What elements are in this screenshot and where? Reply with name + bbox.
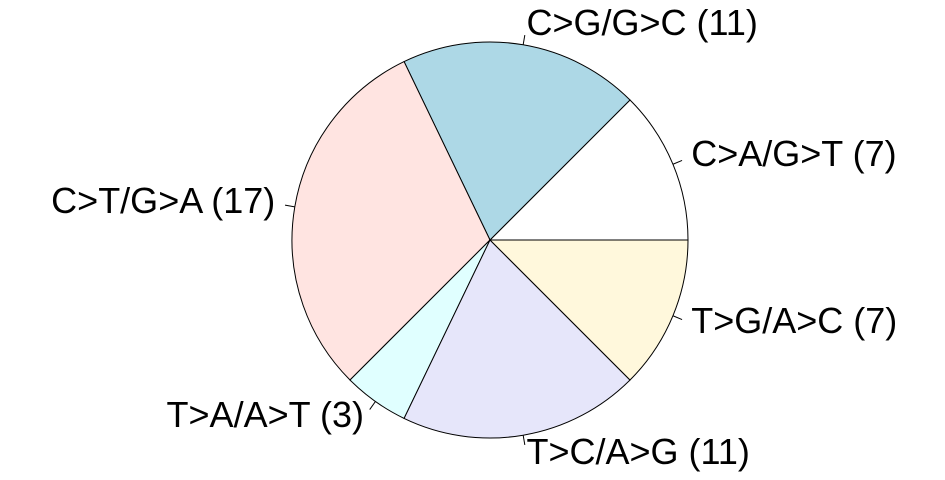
pie-slice xyxy=(488,239,689,381)
pie-slice xyxy=(403,41,631,241)
slice-label: C>T/G>A (17) xyxy=(51,180,275,221)
label-tick xyxy=(284,204,295,208)
label-tick xyxy=(369,401,376,410)
label-tick xyxy=(672,315,683,321)
slice-label: T>C/A>G (11) xyxy=(526,431,749,472)
pie-slice xyxy=(403,239,631,439)
slice-label: T>A/A>T (3) xyxy=(167,394,364,435)
label-tick xyxy=(672,159,683,165)
pie-slice xyxy=(291,60,491,381)
pie-slice xyxy=(488,99,689,241)
label-tick xyxy=(522,34,526,45)
slice-label: C>G/G>C (11) xyxy=(526,2,757,43)
slice-label: T>G/A>C (7) xyxy=(691,300,897,341)
label-tick xyxy=(522,435,526,446)
slice-label: C>A/G>T (7) xyxy=(691,133,896,174)
